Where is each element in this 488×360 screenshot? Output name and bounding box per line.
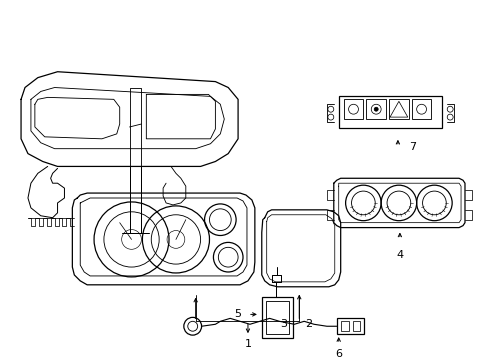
Bar — [338, 96, 441, 128]
Text: 3: 3 — [280, 319, 286, 329]
Text: 1: 1 — [244, 339, 251, 349]
Bar — [352, 321, 360, 331]
Bar — [366, 99, 386, 119]
Bar — [265, 301, 289, 334]
Bar — [388, 99, 408, 119]
Text: 2: 2 — [305, 319, 312, 329]
Text: 5: 5 — [234, 309, 241, 319]
Circle shape — [373, 107, 377, 111]
Text: 7: 7 — [408, 142, 415, 152]
Bar — [336, 318, 364, 334]
Bar — [343, 99, 363, 119]
Bar — [411, 99, 430, 119]
Bar — [340, 321, 348, 331]
Bar — [261, 297, 293, 338]
Text: 4: 4 — [395, 250, 403, 260]
Text: 6: 6 — [335, 349, 342, 359]
